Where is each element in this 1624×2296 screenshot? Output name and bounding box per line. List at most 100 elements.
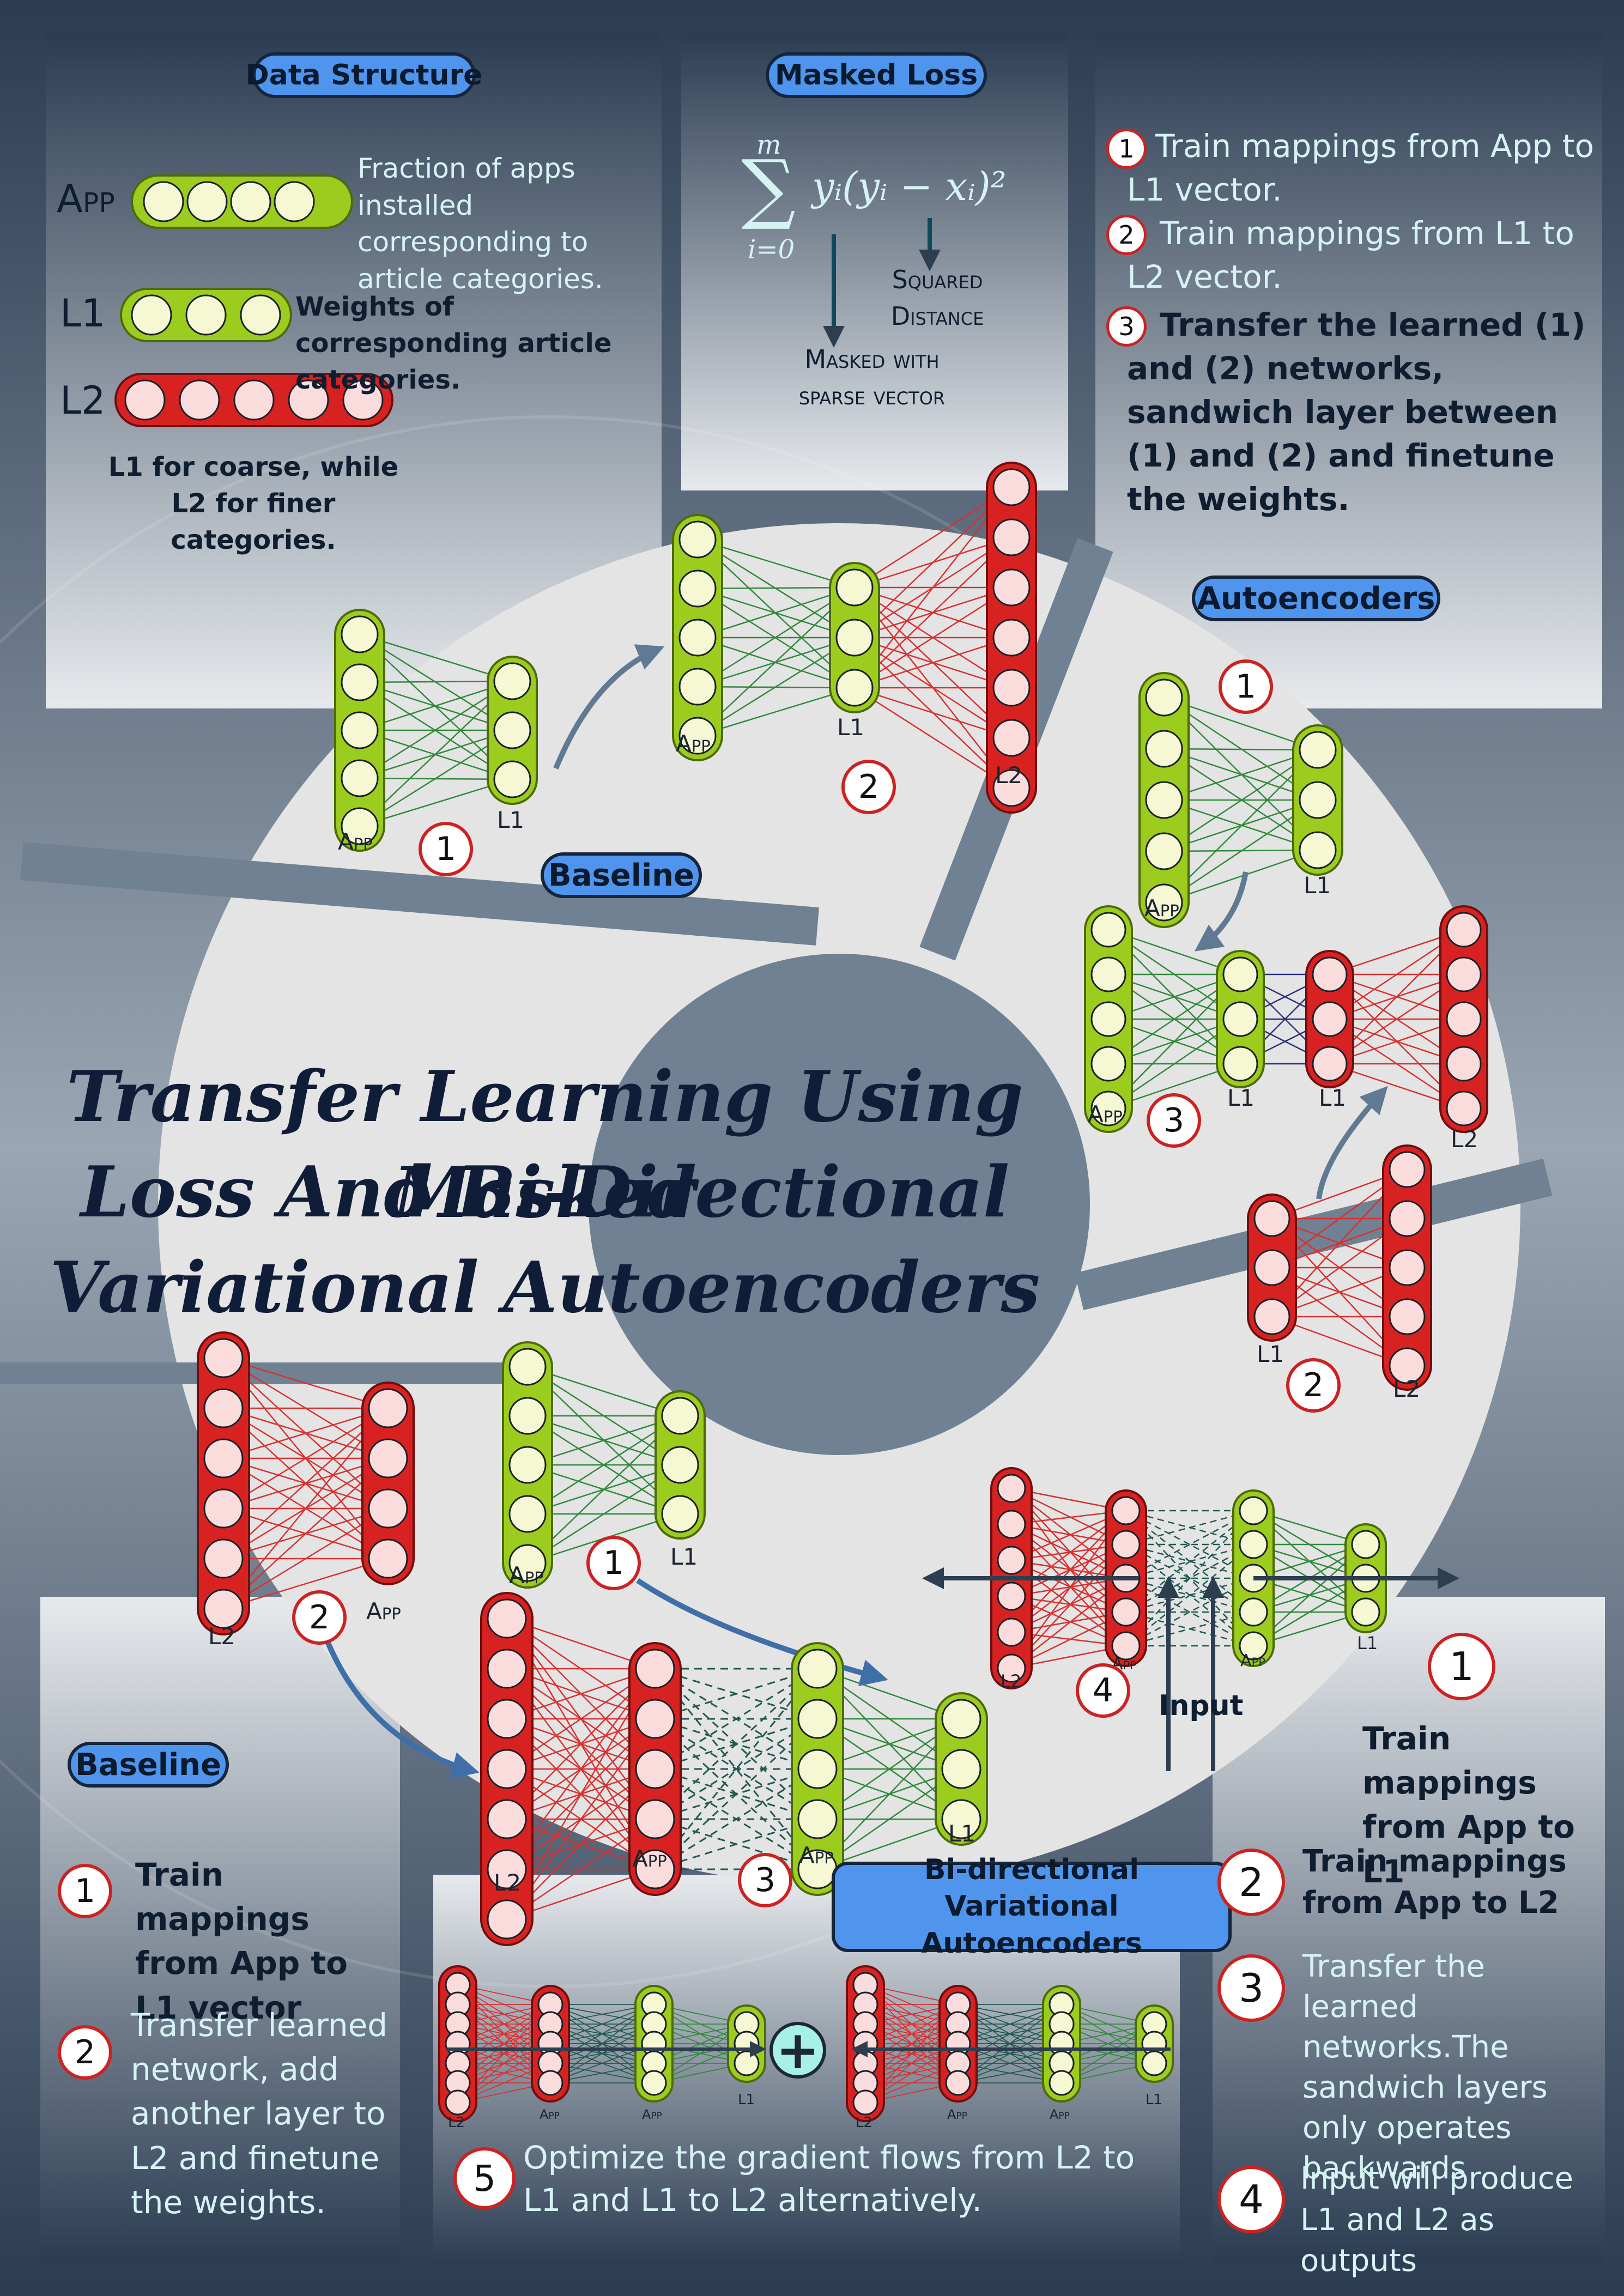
input-label: Input <box>1159 1689 1244 1722</box>
title-line-2: Loss And Bi-Directional <box>80 1152 1010 1233</box>
ae3-l1b-layer <box>1305 950 1354 1088</box>
node <box>992 468 1031 506</box>
node <box>203 1488 244 1529</box>
layer-label: App <box>1088 1101 1123 1128</box>
flow-arrow <box>553 644 665 770</box>
l1-key-layer <box>120 288 292 342</box>
node <box>1111 1597 1141 1627</box>
node <box>487 1849 527 1889</box>
node <box>678 520 717 559</box>
node <box>1111 1530 1141 1559</box>
node <box>635 1799 675 1839</box>
node <box>992 719 1031 757</box>
node <box>1312 1046 1348 1082</box>
bivae-step2-badge: 2 <box>1217 1849 1285 1916</box>
step-badge: 1 <box>419 822 473 876</box>
baseline2-app-layer <box>672 514 723 761</box>
node <box>487 1699 527 1739</box>
layer-label: L1 <box>1227 1085 1255 1111</box>
node <box>1145 781 1183 819</box>
autoencoders-heading: Autoencoders <box>1192 575 1440 621</box>
sum-upper-limit: m <box>756 130 781 160</box>
node <box>661 1446 699 1484</box>
ae2-l1-layer <box>1247 1194 1297 1342</box>
node <box>368 1538 408 1579</box>
layer-label: App <box>676 730 711 757</box>
baseline-heading: Baseline <box>68 1742 229 1788</box>
node <box>1446 1046 1482 1082</box>
title-line-3: Variational Autoencoders <box>50 1247 1040 1329</box>
l2-key-layer <box>114 373 393 427</box>
node <box>1111 1496 1141 1525</box>
bivae-heading: Bi-directional Variational Autoencoders <box>832 1853 1232 1960</box>
sw-l1-layer <box>935 1692 988 1846</box>
node <box>1389 1249 1426 1286</box>
layer-label: App <box>1144 895 1179 922</box>
node <box>797 1649 838 1689</box>
node <box>1389 1200 1426 1237</box>
flow-arrow <box>324 1639 480 1779</box>
layer-label: App <box>1050 2107 1070 2122</box>
layer-label: App <box>799 1842 834 1869</box>
layer-label: L2 <box>494 1869 522 1896</box>
bl2-app-layer <box>502 1341 553 1589</box>
app-desc: Fraction of apps installed corresponding… <box>357 153 603 295</box>
layer-label: L1 <box>1357 1633 1378 1653</box>
node <box>341 759 379 797</box>
app-key-layer <box>131 174 353 229</box>
node <box>341 711 379 749</box>
layer-label: App <box>1240 1651 1265 1670</box>
node <box>1446 1091 1482 1126</box>
bivae-step1-badge: 1 <box>1428 1633 1495 1700</box>
node <box>487 1749 527 1789</box>
node <box>941 1699 981 1739</box>
node <box>493 711 531 749</box>
node <box>1239 1530 1268 1559</box>
sum-lower-limit: i=0 <box>748 234 795 265</box>
sw-app2-layer <box>791 1642 844 1896</box>
node <box>203 1388 244 1428</box>
node <box>835 619 874 657</box>
l2-key-label: L2 <box>60 378 106 423</box>
opt1-l2 <box>438 1965 477 2122</box>
node <box>1446 1001 1482 1037</box>
masked-label: Masked with sparse vector <box>798 344 946 410</box>
node <box>203 1538 244 1579</box>
ae-step2-text: Train mappings from L1 to L2 vector. <box>1127 215 1574 296</box>
node <box>997 1653 1026 1683</box>
bivae-step4-text: Input will produce L1 and L2 as outputs <box>1300 2161 1573 2279</box>
opt2-app <box>938 1985 978 2103</box>
bl2-l1-layer <box>655 1390 706 1540</box>
baseline2-l1-layer <box>829 562 880 713</box>
node <box>797 1699 838 1739</box>
app-key-label: App <box>57 177 115 221</box>
node <box>368 1488 408 1529</box>
node <box>678 619 717 657</box>
node <box>997 1510 1026 1539</box>
node <box>1145 883 1183 922</box>
baseline-step2-badge: 2 <box>58 2025 112 2080</box>
bl-app-layer <box>361 1382 415 1585</box>
node <box>537 2070 563 2096</box>
step-badge: 3 <box>1147 1093 1201 1148</box>
node <box>341 615 379 653</box>
baseline-ring-label: Baseline <box>541 852 702 898</box>
data-structure-heading: Data Structure <box>246 52 482 98</box>
bivae-step3-badge: 3 <box>1217 1954 1285 2022</box>
node <box>508 1446 547 1484</box>
node <box>1049 2070 1075 2096</box>
node <box>797 1799 838 1839</box>
layer-label: L1 <box>1257 1341 1284 1367</box>
layer-label: L2 <box>1451 1126 1478 1153</box>
data-structure-summary: L1 for coarse, while L2 for finer catego… <box>108 452 399 556</box>
sum-symbol: ∑ <box>741 144 796 233</box>
node <box>635 1849 675 1889</box>
node <box>992 518 1031 556</box>
ae-step3-badge: 3 <box>1106 306 1147 347</box>
node <box>1239 1496 1268 1525</box>
baseline-steps-panel <box>40 1597 400 2264</box>
node <box>1239 1631 1268 1661</box>
opt1-l1 <box>727 2004 766 2083</box>
